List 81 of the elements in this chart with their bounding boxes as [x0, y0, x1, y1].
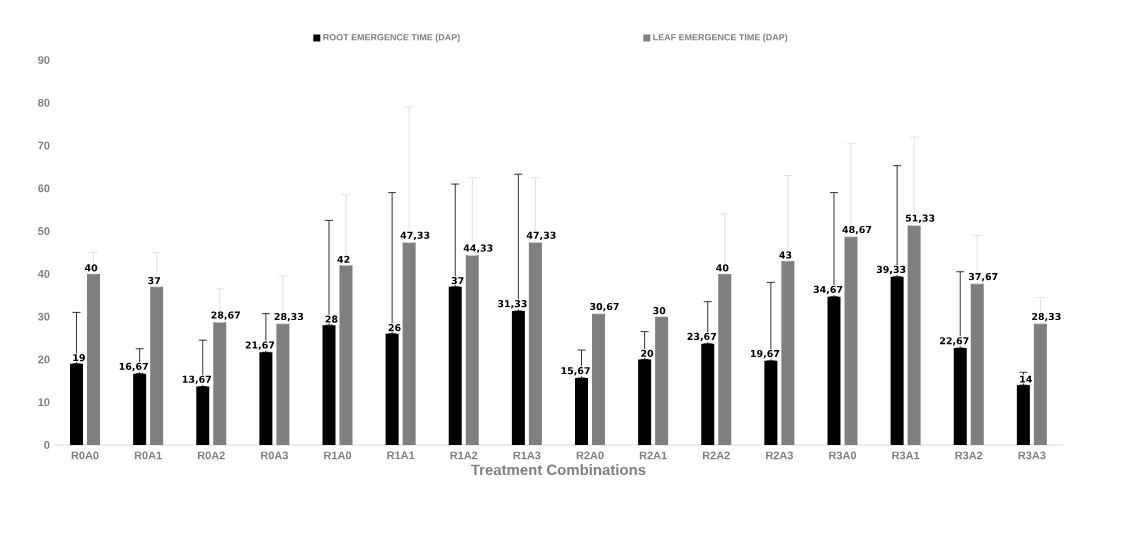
data-label: 26 — [388, 324, 401, 332]
x-tick-label: R2A0 — [576, 451, 604, 460]
data-label: 22,67 — [940, 337, 969, 346]
bar — [402, 242, 416, 445]
bar — [1016, 385, 1030, 445]
data-label: 19 — [73, 354, 85, 362]
data-label: 23,67 — [687, 332, 716, 342]
x-tick-label: R1A2 — [450, 451, 478, 460]
x-tick-label: R2A2 — [702, 451, 730, 460]
bar — [970, 283, 984, 445]
x-tick-label: R0A3 — [261, 451, 288, 460]
data-label: 40 — [716, 264, 729, 272]
data-label: 30 — [653, 306, 666, 315]
data-label: 47,33 — [526, 231, 556, 241]
data-label: 30,67 — [590, 302, 619, 312]
x-tick-label: R0A2 — [197, 451, 225, 460]
data-label: 48,67 — [842, 225, 872, 235]
data-label: 28,33 — [1032, 312, 1061, 322]
data-label: 14 — [1020, 375, 1032, 383]
bar — [1033, 323, 1047, 445]
bar — [907, 225, 921, 445]
x-tick-label: R3A1 — [892, 451, 920, 460]
data-label: 43 — [779, 251, 792, 259]
x-tick-label: R3A2 — [955, 451, 983, 460]
data-label: 28 — [325, 315, 338, 323]
y-tick-label: 80 — [38, 98, 50, 107]
bar — [339, 265, 353, 445]
x-axis-title: Treatment Combinations — [471, 464, 646, 476]
data-label: 20 — [641, 349, 654, 357]
bar — [844, 236, 858, 445]
data-label: 19,67 — [751, 349, 780, 359]
bar — [575, 377, 588, 445]
x-tick-label: R2A3 — [766, 451, 793, 460]
data-label: 13,67 — [182, 375, 212, 385]
data-label: 34,67 — [813, 285, 843, 295]
x-tick-label: R1A0 — [324, 451, 352, 460]
y-tick-label: 70 — [38, 141, 50, 150]
bar — [87, 273, 101, 445]
legend-label: ROOT EMERGENCE TIME (DAP) — [323, 33, 460, 43]
x-tick-label: R0A0 — [71, 451, 99, 460]
bar — [953, 348, 967, 445]
bar — [781, 261, 795, 445]
data-label: 42 — [337, 255, 350, 263]
data-label: 40 — [84, 264, 98, 272]
data-label: 15,67 — [561, 367, 590, 376]
data-label: 28,33 — [274, 312, 304, 322]
data-label: 47,33 — [400, 231, 430, 241]
bar — [718, 273, 732, 445]
data-label: 39,33 — [876, 265, 906, 275]
x-tick-label: R3A3 — [1018, 451, 1046, 460]
bar — [150, 286, 164, 445]
legend-label: LEAF EMERGENCE TIME (DAP) — [653, 33, 788, 43]
y-tick-label: 60 — [38, 184, 50, 193]
data-label: 44,33 — [463, 244, 493, 253]
data-label: 37 — [451, 277, 464, 285]
bar — [213, 322, 227, 445]
y-tick-label: 50 — [38, 227, 50, 235]
bar — [511, 310, 525, 445]
y-tick-label: 20 — [38, 355, 50, 364]
y-tick-label: 10 — [38, 398, 50, 407]
x-tick-label: R1A3 — [513, 451, 541, 460]
bar — [655, 316, 669, 445]
data-label: 37 — [148, 277, 161, 285]
x-tick-label: R2A1 — [639, 451, 667, 460]
y-tick-label: 0 — [44, 441, 50, 449]
y-tick-label: 40 — [37, 270, 50, 278]
x-tick-label: R1A1 — [387, 451, 415, 460]
bar — [465, 255, 479, 445]
x-tick-label: R3A0 — [829, 451, 857, 460]
y-tick-label: 30 — [37, 312, 50, 321]
bar — [528, 242, 542, 445]
data-label: 21,67 — [245, 341, 275, 350]
data-label: 37,67 — [968, 272, 998, 282]
data-label: 51,33 — [905, 214, 935, 223]
bar — [592, 313, 605, 445]
x-tick-label: R0A1 — [134, 451, 162, 460]
data-label: 28,67 — [211, 311, 240, 320]
data-label: 31,33 — [498, 300, 527, 309]
data-label: 16,67 — [119, 362, 148, 372]
bar — [276, 323, 290, 445]
y-tick-label: 90 — [38, 56, 50, 64]
